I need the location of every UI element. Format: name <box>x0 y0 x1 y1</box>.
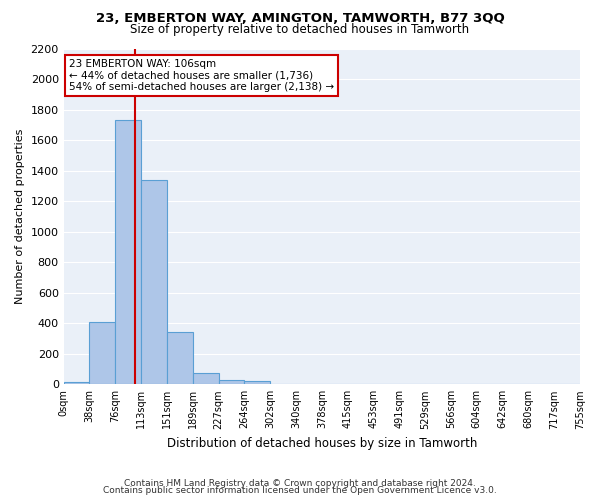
Text: Size of property relative to detached houses in Tamworth: Size of property relative to detached ho… <box>130 22 470 36</box>
Text: 23, EMBERTON WAY, AMINGTON, TAMWORTH, B77 3QQ: 23, EMBERTON WAY, AMINGTON, TAMWORTH, B7… <box>95 12 505 26</box>
Text: Contains HM Land Registry data © Crown copyright and database right 2024.: Contains HM Land Registry data © Crown c… <box>124 478 476 488</box>
Text: Contains public sector information licensed under the Open Government Licence v3: Contains public sector information licen… <box>103 486 497 495</box>
X-axis label: Distribution of detached houses by size in Tamworth: Distribution of detached houses by size … <box>167 437 477 450</box>
Text: 23 EMBERTON WAY: 106sqm
← 44% of detached houses are smaller (1,736)
54% of semi: 23 EMBERTON WAY: 106sqm ← 44% of detache… <box>69 59 334 92</box>
Bar <box>244 382 270 384</box>
Bar <box>64 382 89 384</box>
Bar <box>167 332 193 384</box>
Bar <box>115 120 141 384</box>
Bar <box>89 322 115 384</box>
Bar <box>218 380 244 384</box>
Y-axis label: Number of detached properties: Number of detached properties <box>15 129 25 304</box>
Bar <box>141 180 167 384</box>
Bar <box>193 373 218 384</box>
